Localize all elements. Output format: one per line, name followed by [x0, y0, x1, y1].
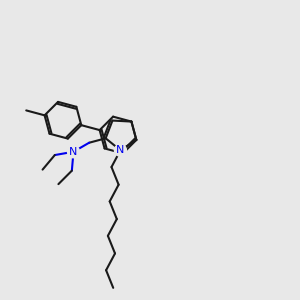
Text: N: N — [69, 147, 78, 157]
Circle shape — [114, 144, 126, 156]
Circle shape — [68, 146, 80, 158]
Text: N: N — [116, 145, 124, 155]
Text: N: N — [69, 147, 78, 157]
Text: N: N — [116, 145, 124, 155]
